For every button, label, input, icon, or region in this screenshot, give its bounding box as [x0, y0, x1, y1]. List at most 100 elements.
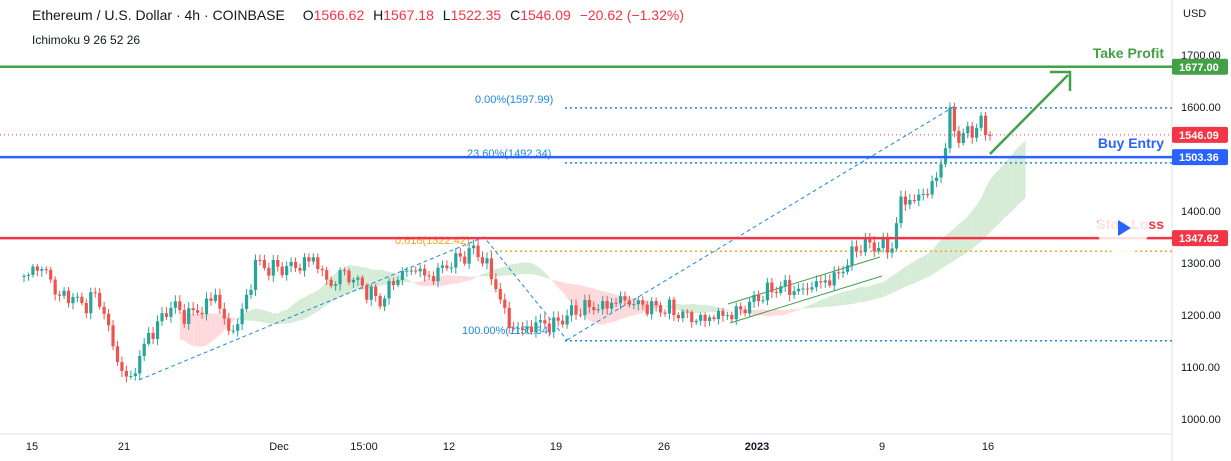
cloud-segment: [776, 309, 781, 316]
cloud-segment: [954, 223, 959, 261]
candle-body: [627, 300, 632, 305]
candle-body: [325, 270, 329, 280]
candle-body: [485, 258, 489, 264]
cloud-segment: [834, 293, 839, 307]
cloud-segment: [562, 281, 568, 299]
cloud-segment: [1016, 144, 1022, 207]
candle-body: [712, 317, 716, 320]
cloud-segment: [366, 267, 372, 289]
open-label: O: [302, 7, 314, 23]
cloud-segment: [949, 228, 955, 264]
cloud-segment: [544, 272, 550, 279]
cloud-segment: [927, 250, 933, 278]
candle-body: [565, 315, 569, 325]
cloud-segment: [255, 308, 260, 322]
cloud-segment: [718, 307, 723, 312]
candle-body: [244, 294, 249, 309]
swing-line-left: [138, 236, 568, 381]
cloud-segment: [264, 310, 269, 324]
take-profit-tag: 1677.00: [1172, 58, 1228, 75]
candle-body: [133, 373, 137, 377]
last-price-tag-text: 1546.09: [1179, 130, 1219, 142]
candle-body: [934, 177, 939, 182]
cloud-segment: [202, 313, 207, 347]
symbol-title[interactable]: Ethereum / U.S. Dollar · 4h · COINBASE: [32, 7, 285, 23]
cloud-segment: [705, 304, 710, 313]
cloud-segment: [473, 275, 479, 279]
candle-body: [472, 245, 476, 249]
candle-body: [480, 257, 485, 264]
y-tick-label: 1100.00: [1181, 362, 1220, 374]
cloud-segment: [754, 309, 759, 316]
cloud-segment: [259, 309, 265, 323]
take-profit-tag-text: 1677.00: [1179, 62, 1219, 74]
play-button[interactable]: [1097, 202, 1149, 254]
cloud-segment: [567, 283, 572, 304]
cloud-segment: [883, 278, 888, 297]
x-tick-label: 15: [26, 441, 38, 453]
cloud-segment: [843, 290, 848, 305]
x-tick-label: Dec: [269, 441, 289, 453]
candle-body: [788, 280, 792, 295]
candle-body: [418, 268, 422, 272]
cloud-segment: [215, 313, 220, 339]
candle-body: [84, 303, 88, 314]
cloud-segment: [495, 268, 501, 276]
candle-body: [908, 199, 912, 205]
candle-body: [948, 107, 952, 149]
cloud-segment: [317, 286, 323, 312]
candle-body: [605, 301, 609, 309]
candle-body: [62, 290, 66, 296]
high-value: 1567.18: [383, 7, 434, 23]
cloud-segment: [678, 303, 683, 312]
candles: [22, 102, 992, 383]
candle-body: [347, 270, 351, 283]
cloud-segment: [380, 269, 385, 286]
candle-body: [658, 305, 663, 313]
candle-body: [436, 267, 440, 282]
play-icon: [1118, 220, 1131, 236]
cloud-segment: [291, 302, 296, 323]
stop-loss-tag-text: 1347.62: [1179, 233, 1219, 245]
candle-body: [200, 312, 204, 315]
candle-body: [311, 257, 315, 262]
candle-body: [743, 309, 747, 314]
candle-body: [40, 269, 44, 271]
cloud-segment: [918, 256, 924, 282]
candle-body: [868, 239, 872, 243]
candle-body: [267, 267, 271, 276]
candle-body: [516, 328, 520, 330]
candle-body: [102, 306, 106, 314]
candle-body: [721, 310, 725, 316]
high-label: H: [373, 7, 384, 23]
cloud-segment: [406, 278, 412, 283]
cloud-segment: [540, 268, 545, 278]
candle-body: [690, 312, 694, 323]
cloud-segment: [509, 263, 514, 276]
candle-body: [556, 317, 560, 321]
cloud-segment: [553, 279, 559, 288]
candle-body: [258, 259, 262, 261]
candle-body: [396, 279, 400, 286]
indicator-legend[interactable]: Ichimoku 9 26 52 26: [32, 33, 141, 47]
candle-body: [939, 164, 943, 178]
cloud-segment: [909, 261, 915, 285]
candle-body: [280, 266, 284, 276]
cloud-segment: [691, 303, 697, 314]
candle-body: [129, 376, 133, 378]
candle-body: [703, 314, 707, 321]
candle-body: [142, 343, 146, 356]
candle-body: [276, 260, 280, 267]
cloud-segment: [558, 281, 563, 293]
cloud-segment: [865, 285, 870, 302]
candle-body: [89, 292, 93, 314]
cloud-segment: [268, 311, 274, 325]
candle-body: [382, 298, 387, 307]
candle-body: [289, 261, 293, 267]
cloud-segment: [304, 294, 309, 319]
candle-body: [890, 248, 894, 253]
candle-body: [538, 320, 542, 323]
cloud-segment: [504, 264, 510, 276]
candle-body: [427, 275, 431, 277]
